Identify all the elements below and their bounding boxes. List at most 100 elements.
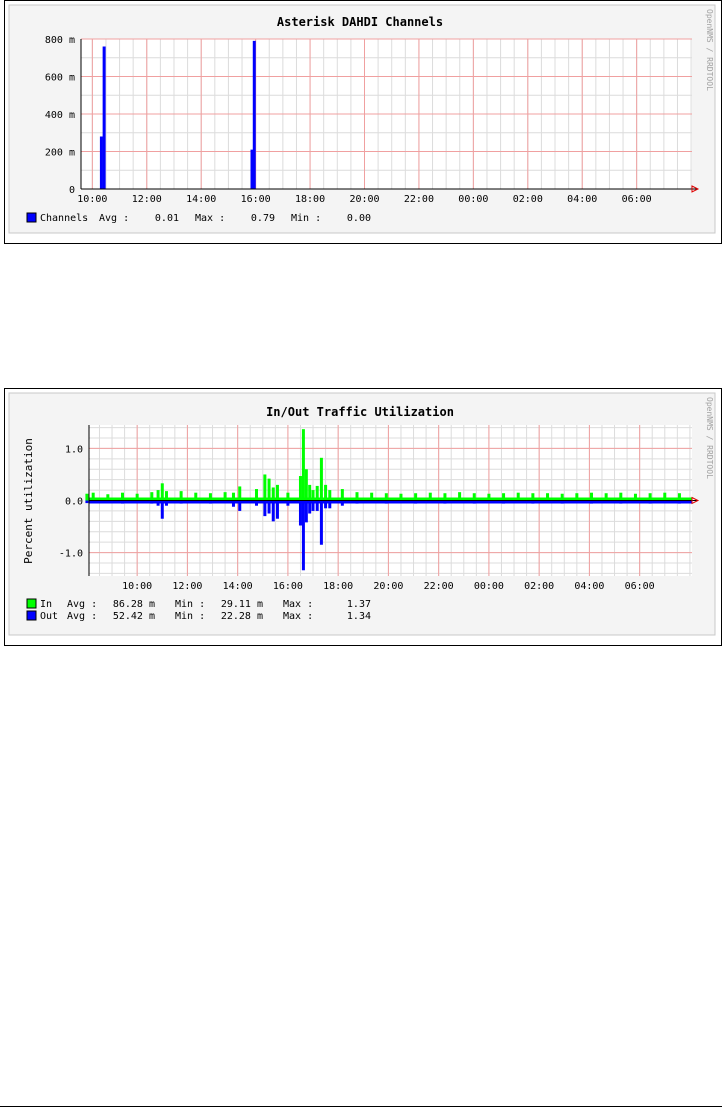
- bar-out: [516, 500, 520, 504]
- bar-out: [308, 500, 312, 514]
- bar-out: [619, 500, 623, 504]
- bar-in: [85, 493, 89, 501]
- bar-in: [399, 493, 403, 501]
- x-axis-arrow: [691, 185, 700, 193]
- bar-in: [472, 493, 476, 501]
- y-tick-labels: 1.0 0.0 -1.0: [59, 444, 83, 559]
- y-tick-label: 0.0: [65, 497, 83, 508]
- bar-out: [255, 500, 258, 506]
- chart-frame-traffic: In/Out Traffic Utilization OpenNMS / RRD…: [4, 388, 722, 646]
- bar-out: [648, 500, 652, 504]
- x-axis-arrow: [691, 496, 700, 505]
- legend-stat-value: 0.79: [251, 213, 275, 224]
- bar-in: [271, 487, 275, 501]
- bar-out: [502, 500, 506, 504]
- bar-out: [275, 500, 279, 519]
- legend-label: Channels: [40, 213, 88, 224]
- bar-in: [677, 493, 681, 501]
- x-tick-label: 16:00: [273, 581, 303, 592]
- x-tick-label: 04:00: [567, 194, 597, 205]
- bar-in: [255, 489, 258, 501]
- bar-out: [286, 500, 290, 506]
- watermark: OpenNMS / RRDTOOL: [705, 9, 714, 91]
- bar-out: [677, 500, 681, 504]
- bar-in: [179, 491, 183, 501]
- bar-in: [633, 493, 637, 501]
- bar-in: [663, 492, 667, 501]
- bar-out: [231, 500, 235, 507]
- y-tick-labels: 0 200 m 400 m 600 m 800 m: [45, 35, 75, 196]
- bar-in: [575, 493, 579, 501]
- bar-out: [546, 500, 550, 504]
- bar-out: [370, 500, 374, 504]
- legend-stat-value: 0.01: [155, 213, 179, 224]
- bar-out: [315, 500, 319, 511]
- y-tick-label: 800 m: [45, 35, 75, 46]
- legend-stat-label: Avg :: [99, 213, 129, 224]
- y-tick-label: 400 m: [45, 110, 75, 121]
- bar-out: [85, 500, 89, 504]
- bar-out: [179, 500, 183, 504]
- x-tick-label: 06:00: [622, 194, 652, 205]
- bar-out: [304, 500, 308, 523]
- bar-in: [156, 490, 160, 501]
- bar-in: [414, 493, 418, 501]
- bar-out: [298, 500, 302, 526]
- x-tick-label: 14:00: [186, 194, 216, 205]
- bar-out: [150, 500, 154, 504]
- legend-stat-value: 86.28 m: [113, 599, 155, 610]
- legend-stat-label: Avg :: [67, 611, 97, 622]
- axes: [88, 425, 700, 576]
- bar-in: [106, 494, 110, 501]
- axes: [80, 39, 700, 193]
- bar-in: [648, 493, 652, 501]
- legend-stat-label: Min :: [175, 599, 205, 610]
- bar-out: [164, 500, 168, 506]
- bar-in: [150, 492, 154, 501]
- legend-stat-label: Min :: [175, 611, 205, 622]
- bar-in: [194, 492, 198, 501]
- bar-in: [502, 493, 506, 501]
- legend-stat-value: 1.34: [347, 611, 371, 622]
- bar-in: [135, 493, 139, 501]
- bar-in: [619, 492, 623, 501]
- bar-out: [121, 500, 124, 504]
- bar-in: [319, 457, 323, 501]
- bar-out: [301, 500, 305, 571]
- y-axis-label: Percent utilization: [22, 438, 35, 564]
- legend-label: In: [40, 599, 52, 610]
- bar-out: [531, 500, 535, 504]
- bar-in: [324, 484, 328, 501]
- bar-in: [91, 492, 95, 501]
- bar-in: [487, 493, 491, 501]
- bar-in: [560, 493, 564, 501]
- x-tick-label: 22:00: [404, 194, 434, 205]
- bar-in: [231, 492, 235, 501]
- bar-out: [472, 500, 476, 504]
- x-tick-labels: 10:00 12:00 14:00 16:00 18:00 20:00 22:00 00:00…: [122, 581, 655, 592]
- bar-in: [301, 429, 305, 501]
- x-tick-label: 20:00: [373, 581, 403, 592]
- legend-swatch-out: [26, 610, 37, 621]
- bar-in: [428, 492, 432, 501]
- x-tick-label: 22:00: [424, 581, 454, 592]
- x-tick-label: 18:00: [323, 581, 353, 592]
- bar-out: [575, 500, 579, 504]
- bar-out: [328, 500, 332, 509]
- bar-out: [223, 500, 227, 504]
- bar-out: [324, 500, 328, 509]
- bar-in: [590, 492, 593, 501]
- bar-in: [121, 492, 124, 501]
- y-tick-label: 1.0: [65, 444, 83, 455]
- bar-in: [340, 489, 344, 501]
- bar-channels: [99, 136, 103, 189]
- watermark: OpenNMS / RRDTOOL: [705, 397, 714, 479]
- bar-out: [355, 500, 359, 504]
- bar-out: [194, 500, 198, 504]
- chart-title: In/Out Traffic Utilization: [266, 405, 454, 419]
- bar-out: [428, 500, 432, 504]
- bar-out: [238, 500, 242, 511]
- series-baseline-in: [89, 497, 692, 501]
- legend-stat-label: Max :: [283, 599, 313, 610]
- legend-stat-value: 52.42 m: [113, 611, 155, 622]
